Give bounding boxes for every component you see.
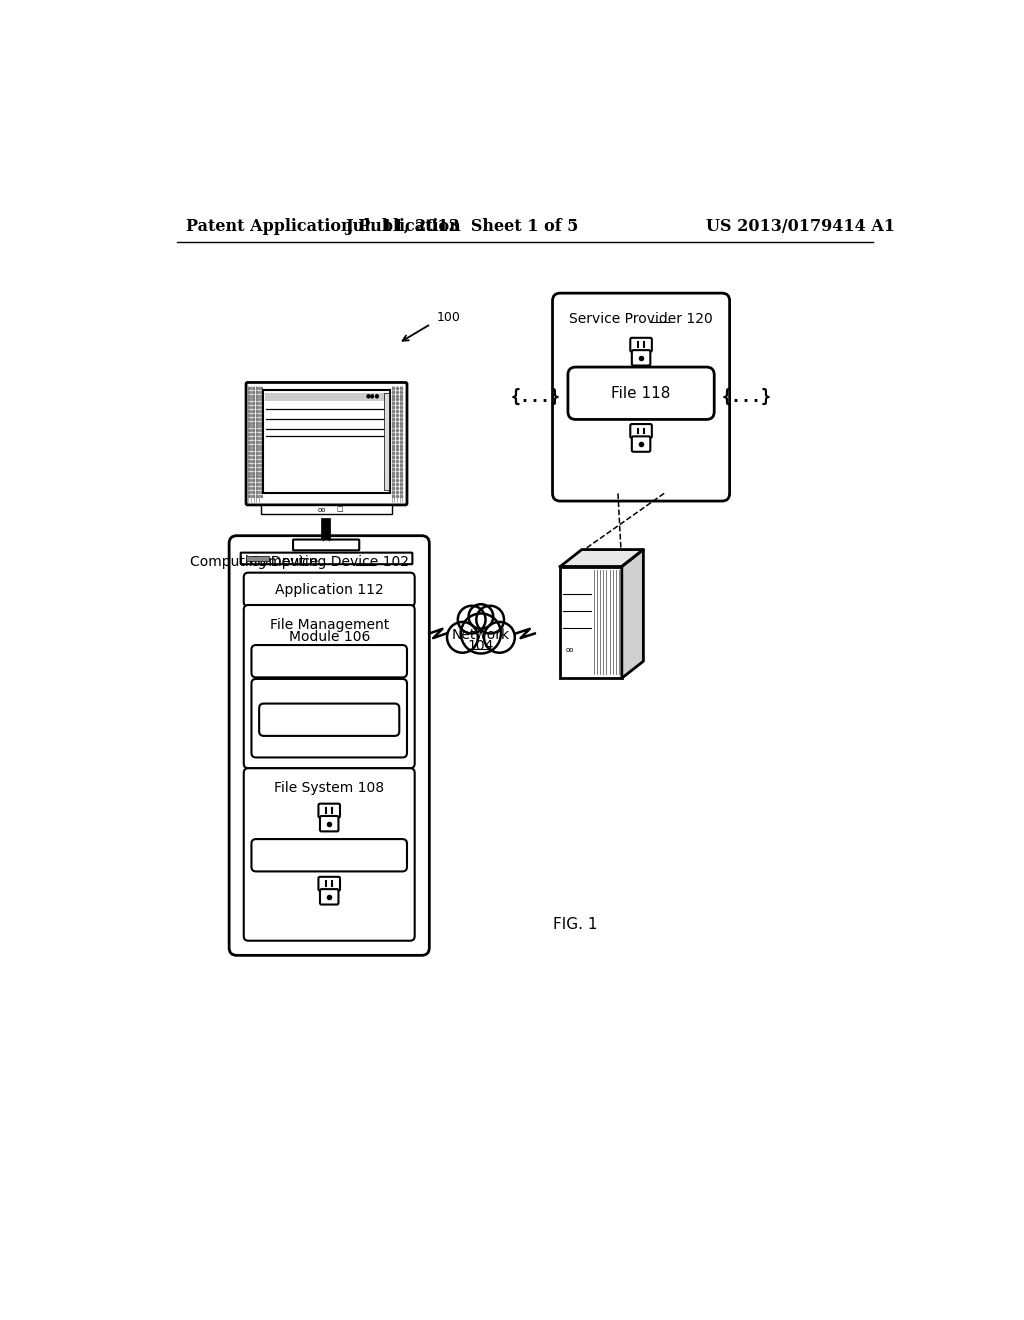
Text: oo: oo bbox=[318, 507, 327, 512]
Bar bbox=[261, 506, 391, 515]
FancyBboxPatch shape bbox=[246, 383, 407, 506]
Text: File System 108: File System 108 bbox=[274, 781, 384, 795]
Text: FIG. 1: FIG. 1 bbox=[553, 917, 597, 932]
Text: Computing Device 102: Computing Device 102 bbox=[250, 554, 409, 569]
Circle shape bbox=[476, 606, 504, 634]
Text: {...}: {...} bbox=[511, 388, 560, 407]
Text: US 2013/0179414 A1: US 2013/0179414 A1 bbox=[706, 218, 895, 235]
FancyBboxPatch shape bbox=[319, 816, 339, 832]
FancyBboxPatch shape bbox=[252, 678, 407, 758]
Text: 100: 100 bbox=[437, 312, 461, 325]
Text: Network: Network bbox=[452, 628, 510, 642]
FancyBboxPatch shape bbox=[293, 540, 359, 550]
Text: ●●●: ●●● bbox=[366, 393, 380, 399]
Text: Patent Application Publication: Patent Application Publication bbox=[186, 218, 461, 235]
FancyBboxPatch shape bbox=[244, 573, 415, 607]
FancyBboxPatch shape bbox=[244, 768, 415, 941]
Text: File Management: File Management bbox=[269, 618, 389, 632]
Bar bbox=[264, 393, 388, 401]
FancyBboxPatch shape bbox=[229, 536, 429, 956]
Circle shape bbox=[461, 614, 501, 653]
FancyBboxPatch shape bbox=[631, 338, 652, 351]
FancyBboxPatch shape bbox=[318, 804, 340, 817]
Bar bbox=[560, 566, 622, 678]
FancyBboxPatch shape bbox=[259, 704, 399, 737]
FancyBboxPatch shape bbox=[632, 350, 650, 366]
FancyBboxPatch shape bbox=[252, 840, 407, 871]
Text: Jul. 11, 2013  Sheet 1 of 5: Jul. 11, 2013 Sheet 1 of 5 bbox=[345, 218, 579, 235]
Text: Broker Module 114: Broker Module 114 bbox=[263, 655, 395, 668]
Bar bbox=[384, 393, 388, 490]
Text: Picker Module 116: Picker Module 116 bbox=[265, 690, 393, 705]
Text: □: □ bbox=[337, 507, 343, 512]
FancyBboxPatch shape bbox=[318, 876, 340, 891]
Text: Service Provider 120: Service Provider 120 bbox=[569, 313, 713, 326]
Circle shape bbox=[458, 606, 485, 634]
Text: Module 106: Module 106 bbox=[289, 630, 370, 644]
FancyBboxPatch shape bbox=[241, 553, 413, 564]
FancyBboxPatch shape bbox=[319, 890, 339, 904]
FancyBboxPatch shape bbox=[568, 367, 714, 420]
Bar bbox=[246, 557, 269, 561]
Bar bbox=[263, 391, 390, 492]
Circle shape bbox=[447, 622, 478, 653]
Polygon shape bbox=[560, 549, 643, 566]
Text: oo: oo bbox=[565, 647, 573, 653]
Polygon shape bbox=[622, 549, 643, 678]
Circle shape bbox=[484, 622, 515, 653]
Text: Application 112: Application 112 bbox=[274, 582, 384, 597]
Text: 104: 104 bbox=[468, 639, 495, 653]
FancyBboxPatch shape bbox=[553, 293, 730, 502]
Text: UI Module 122: UI Module 122 bbox=[280, 713, 379, 727]
Text: {...}: {...} bbox=[722, 388, 771, 407]
Circle shape bbox=[469, 605, 494, 628]
Text: Computing Device: Computing Device bbox=[190, 554, 323, 569]
FancyBboxPatch shape bbox=[252, 645, 407, 677]
FancyBboxPatch shape bbox=[244, 605, 415, 768]
Text: Files 110: Files 110 bbox=[299, 849, 359, 862]
FancyBboxPatch shape bbox=[632, 437, 650, 451]
Text: Computing Device: Computing Device bbox=[191, 554, 324, 569]
Text: File 118: File 118 bbox=[611, 385, 671, 401]
FancyBboxPatch shape bbox=[631, 424, 652, 438]
